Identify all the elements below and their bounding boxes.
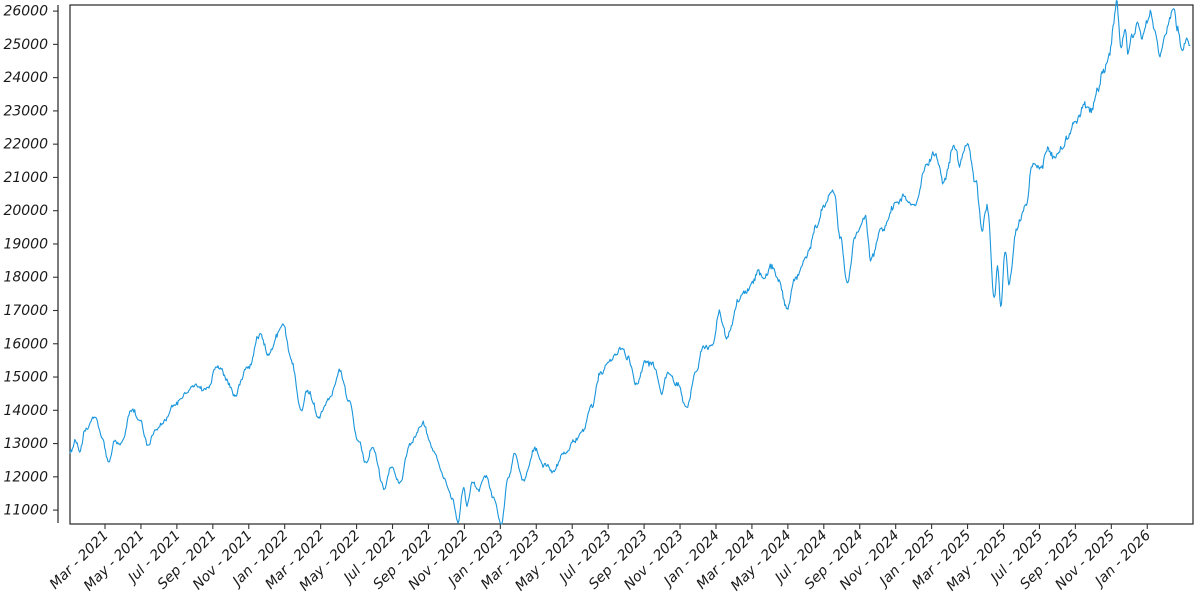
plot-border (69, 4, 1194, 525)
plot-frame (69, 4, 1194, 525)
y-tick-label: 23000 (3, 103, 48, 119)
y-axis: 11000 12000 13000 14000 15000 16000 17000 18000… (3, 4, 59, 523)
y-tick-label: 17000 (3, 303, 48, 319)
y-tick-label: 22000 (3, 137, 48, 153)
y-tick-label: 15000 (3, 370, 48, 386)
y-tick-label: 26000 (3, 4, 48, 20)
y-tick-label: 11000 (3, 503, 48, 519)
y-tick-label: 19000 (3, 236, 48, 252)
y-tick-label: 14000 (3, 403, 48, 419)
y-tick-label: 25000 (3, 37, 48, 53)
y-tick-label: 13000 (3, 436, 48, 452)
index-line (69, 0, 1191, 525)
y-tick-label: 20000 (3, 203, 48, 219)
y-tick-label: 16000 (3, 336, 48, 352)
y-tick-label: 18000 (3, 270, 48, 286)
y-tick-label: 21000 (3, 170, 48, 186)
y-tick-label: 12000 (3, 469, 48, 485)
y-tick-label: 24000 (3, 70, 48, 86)
series-group (69, 0, 1191, 525)
